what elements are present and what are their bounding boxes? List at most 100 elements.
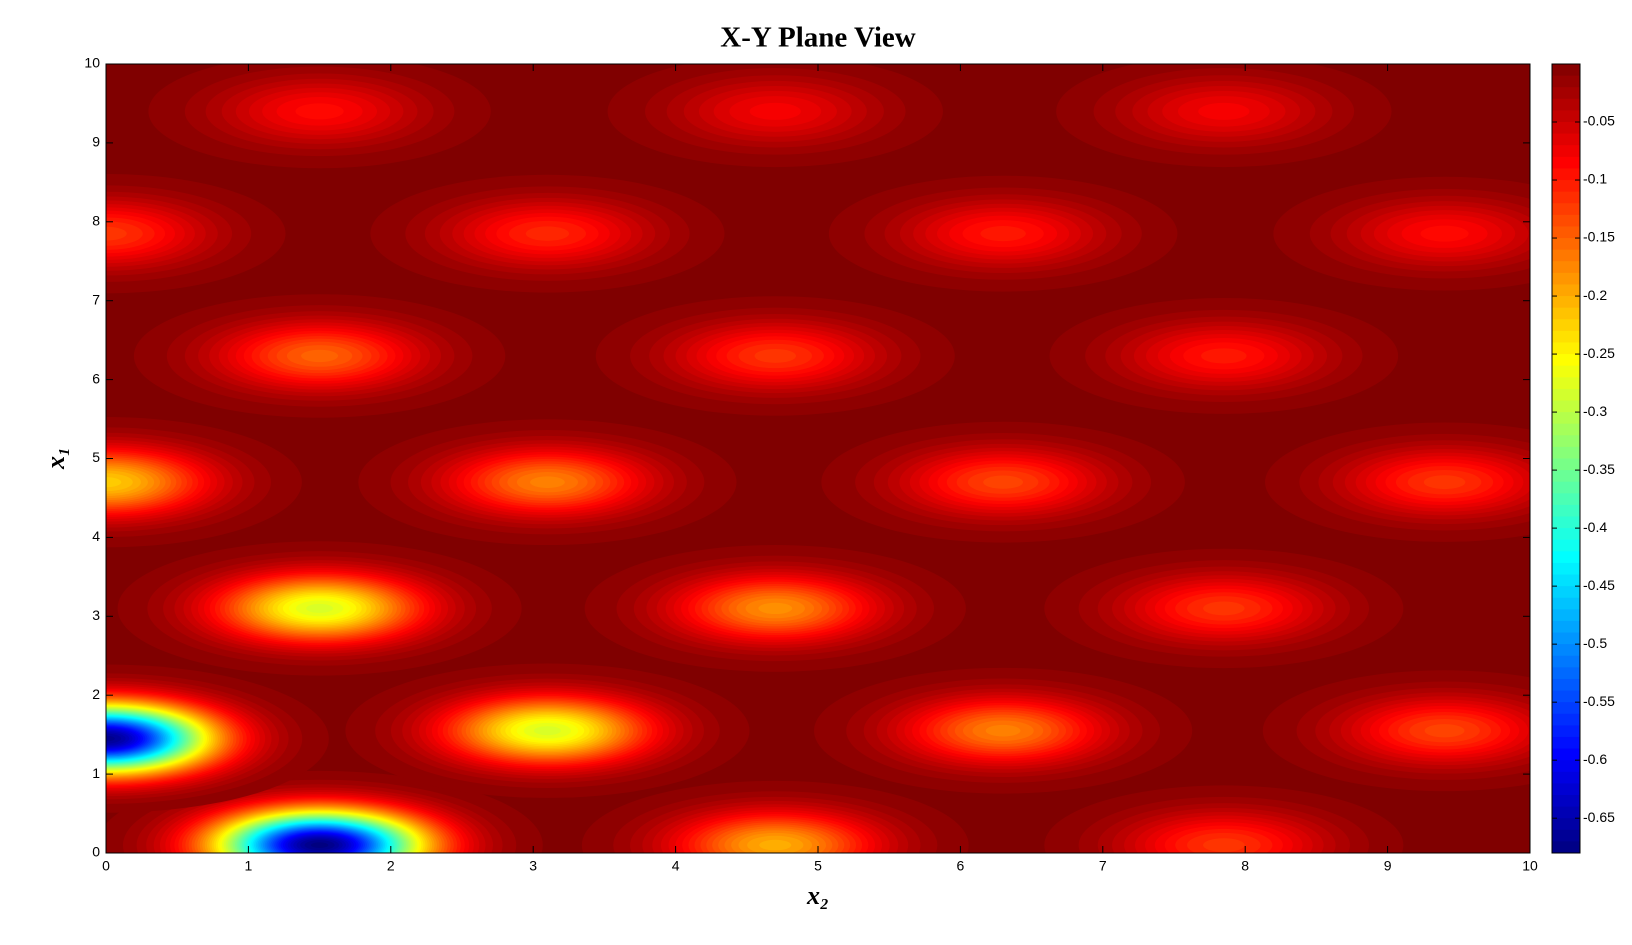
y-tick-label: 4 bbox=[92, 528, 100, 544]
x-tick-label: 1 bbox=[245, 858, 253, 874]
chart-title: X-Y Plane View bbox=[720, 22, 916, 54]
colorbar-tick-label: -0.6 bbox=[1583, 751, 1607, 767]
colorbar-cell bbox=[1552, 818, 1580, 831]
colorbar-cell bbox=[1552, 98, 1580, 111]
y-tick-label: 5 bbox=[92, 449, 100, 465]
colorbar-cell bbox=[1552, 702, 1580, 715]
colorbar-cell bbox=[1552, 470, 1580, 483]
colorbar-cell bbox=[1552, 168, 1580, 181]
colorbar-tick-label: -0.5 bbox=[1583, 635, 1607, 651]
colorbar-cell bbox=[1552, 504, 1580, 518]
contour-level bbox=[1420, 225, 1469, 242]
colorbar-cell bbox=[1552, 586, 1580, 599]
colorbar-cell bbox=[1552, 435, 1580, 448]
contour-level bbox=[301, 349, 339, 363]
colorbar-cell bbox=[1552, 609, 1580, 622]
colorbar-cell bbox=[1552, 528, 1580, 541]
colorbar-cell bbox=[1552, 783, 1580, 796]
colorbar-cell bbox=[1552, 145, 1580, 158]
colorbar-cell bbox=[1552, 377, 1580, 390]
colorbar-cell bbox=[1552, 342, 1580, 355]
colorbar-cell bbox=[1552, 690, 1580, 703]
contour-level bbox=[1424, 724, 1465, 738]
contour-level bbox=[1201, 348, 1247, 364]
y-tick-label: 7 bbox=[92, 291, 100, 307]
contour-level bbox=[758, 602, 793, 615]
contour-level bbox=[530, 476, 565, 488]
colorbar-cell bbox=[1552, 632, 1580, 645]
colorbar-cell bbox=[1552, 806, 1580, 819]
colorbar-cell bbox=[1552, 620, 1580, 634]
colorbar-cell bbox=[1552, 365, 1580, 378]
colorbar-cell bbox=[1552, 493, 1580, 506]
contour-level bbox=[106, 477, 122, 488]
contour-level bbox=[980, 226, 1026, 242]
colorbar-cell bbox=[1552, 238, 1580, 251]
y-tick-label: 2 bbox=[92, 686, 100, 702]
colorbar-cell bbox=[1552, 191, 1580, 204]
colorbar-tick-label: -0.35 bbox=[1583, 461, 1615, 477]
colorbar-cell bbox=[1552, 725, 1580, 738]
colorbar-cell bbox=[1552, 667, 1580, 680]
colorbar-cell bbox=[1552, 330, 1580, 343]
contour-level bbox=[310, 842, 329, 848]
contour-level bbox=[106, 226, 127, 241]
contour-field bbox=[106, 64, 1530, 853]
y-tick-label: 8 bbox=[92, 213, 100, 229]
x-tick-label: 9 bbox=[1384, 858, 1392, 874]
colorbar-cell bbox=[1552, 760, 1580, 773]
contour-level bbox=[1203, 838, 1245, 853]
x-tick-label: 3 bbox=[529, 858, 537, 874]
colorbar-cell bbox=[1552, 261, 1580, 274]
colorbar-cell bbox=[1552, 64, 1580, 77]
contour-level bbox=[533, 726, 561, 736]
y-tick-label: 6 bbox=[92, 370, 100, 386]
y-tick-label: 0 bbox=[92, 844, 100, 860]
colorbar-cell bbox=[1552, 423, 1580, 436]
y-tick-label: 10 bbox=[84, 55, 100, 71]
x-tick-label: 5 bbox=[814, 858, 822, 874]
x-tick-label: 0 bbox=[102, 858, 110, 874]
colorbar-tick-label: -0.25 bbox=[1583, 345, 1615, 361]
colorbar-tick-label: -0.2 bbox=[1583, 287, 1607, 303]
colorbar-cell bbox=[1552, 829, 1580, 842]
colorbar-tick-label: -0.15 bbox=[1583, 229, 1615, 245]
contour-level bbox=[754, 349, 797, 363]
colorbar-cell bbox=[1552, 307, 1580, 320]
colorbar-cell bbox=[1552, 481, 1580, 494]
x-tick-label: 7 bbox=[1099, 858, 1107, 874]
x-tick-label: 6 bbox=[957, 858, 965, 874]
contour-level bbox=[759, 839, 792, 851]
colorbar-cell bbox=[1552, 748, 1580, 761]
colorbar-cell bbox=[1552, 771, 1580, 784]
colorbar-cell bbox=[1552, 226, 1580, 239]
colorbar-cell bbox=[1552, 736, 1580, 750]
x-tick-label: 2 bbox=[387, 858, 395, 874]
colorbar-frame bbox=[1551, 63, 1581, 854]
colorbar-tick-label: -0.05 bbox=[1583, 113, 1615, 129]
colorbar-cell bbox=[1552, 249, 1580, 262]
colorbar-tick-label: -0.1 bbox=[1583, 171, 1607, 187]
contour-level bbox=[1423, 475, 1466, 490]
colorbar-cell bbox=[1552, 180, 1580, 193]
colorbar-cell bbox=[1552, 551, 1580, 564]
colorbar-cell bbox=[1552, 319, 1580, 332]
colorbar-cell bbox=[1552, 133, 1580, 146]
contour-level bbox=[985, 724, 1021, 737]
colorbar-cell bbox=[1552, 597, 1580, 610]
colorbar-cell bbox=[1552, 122, 1580, 135]
colorbar-cell bbox=[1552, 539, 1580, 552]
y-tick-label: 3 bbox=[92, 607, 100, 623]
colorbar-cell bbox=[1552, 794, 1580, 808]
colorbar-cell bbox=[1552, 458, 1580, 471]
colorbar-cell bbox=[1552, 678, 1580, 692]
colorbar-tick-label: -0.3 bbox=[1583, 403, 1607, 419]
colorbar-cell bbox=[1552, 713, 1580, 726]
colorbar-cell bbox=[1552, 841, 1580, 854]
colorbar-cell bbox=[1552, 388, 1580, 401]
colorbar-cell bbox=[1552, 655, 1580, 668]
colorbar-cell bbox=[1552, 284, 1580, 297]
y-tick-label: 1 bbox=[92, 765, 100, 781]
colorbar-tick-label: -0.4 bbox=[1583, 519, 1607, 535]
y-axis-label: x₁ bbox=[41, 447, 70, 470]
